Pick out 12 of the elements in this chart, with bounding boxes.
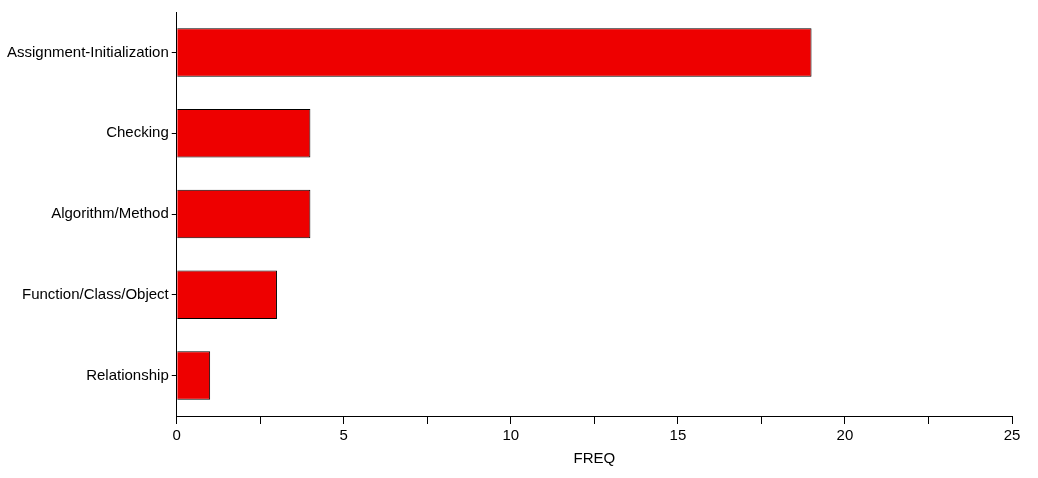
x-tick-label: 25 (1003, 426, 1021, 444)
x-tick-label: 20 (836, 426, 854, 444)
x-tick-label: 10 (502, 426, 520, 444)
x-axis-title: FREQ (573, 449, 616, 467)
y-tick-label: Checking (106, 123, 169, 141)
x-tick-label: 15 (669, 426, 687, 444)
y-tick-label: Assignment-Initialization (6, 42, 169, 60)
y-tick-label: Function/Class/Object (22, 284, 170, 302)
x-tick-label: 0 (172, 426, 181, 444)
x-tick-label: 5 (339, 426, 348, 444)
y-tick-label: Algorithm/Method (51, 204, 169, 222)
y-tick-label: Relationship (86, 365, 169, 383)
